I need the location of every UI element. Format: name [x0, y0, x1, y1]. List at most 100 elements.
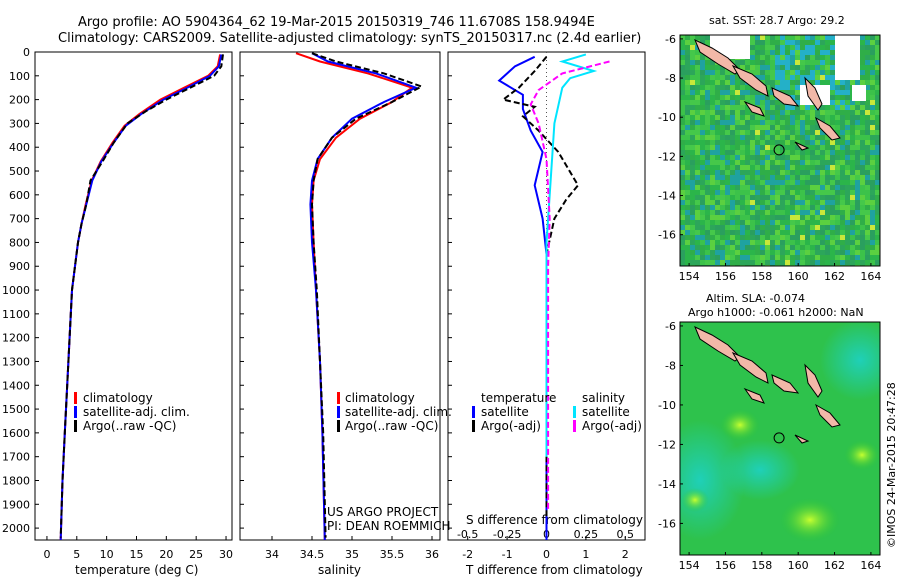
sst-pixel [765, 195, 770, 200]
sst-pixel [805, 225, 810, 230]
sst-pixel [690, 80, 695, 85]
sst-pixel [765, 125, 770, 130]
sst-pixel [700, 185, 705, 190]
sst-pixel [725, 155, 730, 160]
sst-pixel [850, 220, 855, 225]
sst-pixel [695, 85, 700, 90]
legend-bar-icon [337, 406, 340, 418]
sst-pixel [685, 80, 690, 85]
sst-pixel [840, 215, 845, 220]
sst-pixel [750, 155, 755, 160]
sst-pixel [765, 215, 770, 220]
sst-pixel [685, 95, 690, 100]
sst-pixel [870, 35, 875, 40]
sst-pixel [810, 180, 815, 185]
sst-pixel [775, 110, 780, 115]
legend-s-satellite: satellite [582, 405, 630, 419]
sst-pixel [680, 250, 685, 255]
sst-pixel [825, 165, 830, 170]
sst-pixel [720, 125, 725, 130]
sst-pixel [715, 225, 720, 230]
sst-pixel [850, 110, 855, 115]
sst-pixel [790, 125, 795, 130]
sst-pixel [720, 220, 725, 225]
sst-pixel [865, 175, 870, 180]
sst-pixel [725, 165, 730, 170]
sst-pixel [850, 215, 855, 220]
sst-pixel [725, 110, 730, 115]
sst-pixel [850, 200, 855, 205]
sst-pixel [820, 165, 825, 170]
sst-pixel [740, 110, 745, 115]
sst-pixel [775, 180, 780, 185]
sst-pixel [750, 160, 755, 165]
sst-pixel [755, 175, 760, 180]
sst-pixel [850, 185, 855, 190]
sla-map-frame [679, 321, 881, 556]
depth-tick-label: 1700 [2, 451, 30, 464]
sst-pixel [780, 65, 785, 70]
sst-pixel [830, 140, 835, 145]
sst-pixel [855, 175, 860, 180]
sst-pixel [690, 40, 695, 45]
sst-pixel [825, 250, 830, 255]
sst-pixel [835, 210, 840, 215]
sst-pixel [690, 95, 695, 100]
sst-pixel [770, 185, 775, 190]
sst-pixel [740, 220, 745, 225]
sst-pixel [800, 150, 805, 155]
sst-pixel [760, 215, 765, 220]
sst-pixel [765, 180, 770, 185]
sst-pixel [700, 105, 705, 110]
sst-pixel [690, 150, 695, 155]
sst-pixel [865, 195, 870, 200]
sst-pixel [695, 60, 700, 65]
sst-pixel [800, 130, 805, 135]
sst-pixel [825, 150, 830, 155]
sst-pixel [830, 125, 835, 130]
sst-pixel [765, 240, 770, 245]
sst-pixel [865, 160, 870, 165]
sst-pixel [700, 180, 705, 185]
s-difference-x-axis: -0.5 -0.25 0 0.25 0.5 [457, 528, 634, 541]
sst-pixel [710, 180, 715, 185]
sst-pixel [755, 40, 760, 45]
legend-climatology: climatology [83, 391, 153, 405]
sst-pixel [845, 245, 850, 250]
sst-pixel [765, 35, 770, 40]
sst-pixel [735, 185, 740, 190]
sst-pixel [695, 260, 700, 265]
sst-pixel [710, 225, 715, 230]
sst-pixel [740, 190, 745, 195]
sst-pixel [790, 130, 795, 135]
sst-pixel [725, 220, 730, 225]
sst-pixel [755, 240, 760, 245]
sst-pixel [765, 120, 770, 125]
sst-pixel [810, 220, 815, 225]
sst-pixel [750, 55, 755, 60]
sst-pixel [695, 230, 700, 235]
sst-pixel [865, 185, 870, 190]
sst-pixel [850, 205, 855, 210]
sst-pixel [715, 210, 720, 215]
sst-pixel [725, 170, 730, 175]
sst-pixel [865, 235, 870, 240]
sst-pixel [685, 125, 690, 130]
sst-pixel [720, 70, 725, 75]
sst-pixel [705, 90, 710, 95]
sst-pixel [850, 120, 855, 125]
sst-pixel [785, 40, 790, 45]
sst-pixel [870, 115, 875, 120]
sst-pixel [850, 195, 855, 200]
sst-pixel [705, 175, 710, 180]
sst-pixel [705, 210, 710, 215]
sst-pixel [720, 100, 725, 105]
sst-pixel [785, 130, 790, 135]
sst-pixel [695, 70, 700, 75]
sst-pixel [760, 35, 765, 40]
sst-pixel [870, 160, 875, 165]
sst-pixel [835, 110, 840, 115]
sst-pixel [710, 260, 715, 265]
sst-pixel [685, 120, 690, 125]
